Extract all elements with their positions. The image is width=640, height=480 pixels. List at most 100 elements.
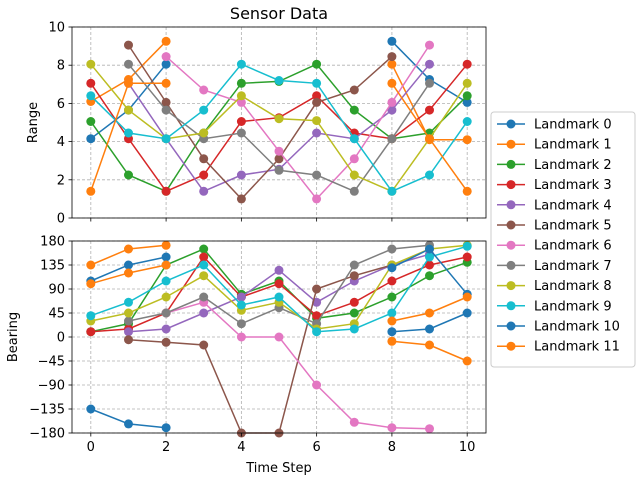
- data-point: [86, 279, 96, 289]
- data-point: [199, 105, 209, 115]
- data-point: [161, 97, 171, 107]
- legend-marker: [506, 159, 516, 169]
- y-tick-label: 8: [57, 59, 65, 74]
- data-point: [124, 260, 133, 270]
- data-point: [274, 154, 284, 164]
- data-point: [236, 59, 246, 69]
- x-tick-label: 6: [312, 440, 320, 455]
- legend-marker: [506, 240, 516, 250]
- series-1: [86, 240, 472, 366]
- data-point: [236, 194, 246, 204]
- data-point: [236, 319, 246, 329]
- chart-title: Sensor Data: [230, 4, 328, 23]
- data-point: [462, 186, 472, 196]
- legend-marker: [506, 139, 516, 149]
- legend-entry: Landmark 8: [497, 279, 612, 294]
- data-point: [312, 194, 322, 204]
- data-point: [86, 91, 96, 101]
- data-point: [425, 340, 434, 350]
- data-point: [425, 424, 434, 434]
- data-point: [387, 105, 397, 115]
- data-point: [199, 128, 209, 138]
- data-point: [387, 292, 397, 302]
- data-point: [161, 186, 171, 196]
- data-point: [462, 292, 472, 302]
- data-point: [349, 308, 359, 318]
- data-point: [199, 170, 209, 180]
- data-point: [124, 268, 133, 278]
- legend-label: Landmark 11: [534, 340, 620, 355]
- data-point: [199, 186, 209, 196]
- data-point: [387, 423, 397, 433]
- legend-entry: Landmark 9: [497, 299, 612, 314]
- legend-entry: Landmark 1: [497, 138, 612, 153]
- legend-box: [490, 111, 636, 368]
- data-point: [349, 85, 359, 95]
- data-point: [349, 324, 359, 334]
- data-point: [124, 327, 133, 337]
- legend-entry: Landmark 7: [497, 259, 612, 274]
- data-point: [86, 78, 96, 88]
- data-point: [86, 117, 96, 126]
- data-point: [462, 117, 472, 126]
- series-11: [86, 260, 472, 326]
- y-tick-label: −45: [38, 355, 65, 370]
- data-point: [425, 260, 434, 270]
- data-point: [387, 59, 397, 69]
- data-point: [349, 417, 359, 427]
- legend-label: Landmark 10: [534, 320, 620, 335]
- legend-label: Landmark 4: [534, 198, 612, 213]
- y-tick-label: 0: [57, 212, 65, 227]
- data-point: [124, 244, 133, 254]
- x-tick-label: 8: [388, 440, 396, 455]
- data-point: [161, 423, 171, 433]
- data-point: [312, 170, 322, 180]
- data-point: [425, 308, 434, 318]
- data-point: [236, 128, 246, 138]
- data-point: [425, 59, 434, 69]
- data-point: [236, 97, 246, 107]
- data-point: [161, 78, 171, 88]
- data-point: [462, 308, 472, 318]
- data-point: [387, 186, 397, 196]
- data-point: [462, 356, 472, 366]
- data-point: [161, 134, 171, 144]
- data-point: [425, 324, 434, 334]
- data-point: [462, 97, 472, 107]
- legend-label: Landmark 9: [534, 299, 612, 314]
- legend-entry: Landmark 2: [497, 158, 612, 173]
- legend-marker: [506, 321, 516, 331]
- legend-marker: [506, 260, 516, 270]
- data-point: [236, 91, 246, 101]
- y-tick-label: −135: [29, 403, 65, 418]
- data-point: [312, 78, 322, 88]
- legend-entry: Landmark 5: [497, 219, 612, 234]
- data-point: [312, 97, 322, 107]
- data-point: [199, 292, 209, 302]
- data-point: [124, 128, 133, 138]
- y-tick-label: 4: [57, 135, 65, 150]
- data-point: [199, 260, 209, 270]
- legend-entry: Landmark 3: [497, 178, 612, 193]
- data-point: [86, 327, 96, 337]
- data-point: [387, 78, 397, 88]
- data-point: [312, 284, 322, 294]
- data-point: [124, 105, 133, 115]
- y-tick-label: 45: [48, 307, 65, 322]
- data-point: [462, 241, 472, 251]
- y-tick-label: 90: [48, 283, 65, 298]
- data-point: [462, 59, 472, 69]
- y-tick-label: −90: [38, 379, 65, 394]
- legend-entry: Landmark 6: [497, 239, 612, 254]
- y-tick-label: 6: [57, 97, 65, 112]
- series-line: [165, 44, 431, 201]
- data-point: [274, 114, 284, 124]
- data-point: [387, 276, 397, 286]
- data-point: [425, 105, 434, 115]
- series-9: [86, 241, 472, 337]
- data-point: [312, 59, 322, 69]
- legend-entry: Landmark 4: [497, 198, 612, 213]
- data-point: [124, 297, 133, 307]
- data-point: [124, 308, 133, 318]
- data-point: [312, 116, 322, 126]
